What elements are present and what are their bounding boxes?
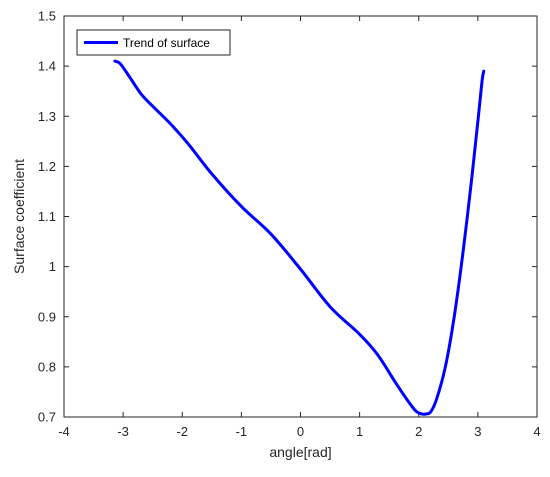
x-tick-label: -4 (58, 424, 70, 439)
tick-labels: -4 -3 -2 -1 0 1 2 3 4 0.7 0.8 0.9 1 1.1 1.2 1.3 1.4 1.5 (38, 9, 541, 440)
x-tick-label: 3 (474, 424, 481, 439)
x-tick-label: -2 (176, 424, 188, 439)
y-tick-label: 1.1 (38, 209, 56, 224)
x-tick-label: -1 (236, 424, 248, 439)
plot-area (63, 15, 538, 418)
x-tick-label: 1 (356, 424, 363, 439)
legend-entry-trend-of-surface: Trend of surface (123, 36, 210, 50)
x-tick-label: 0 (297, 424, 304, 439)
x-tick-label: 2 (415, 424, 422, 439)
y-tick-label: 1.4 (38, 59, 56, 74)
x-axis-label: angle[rad] (269, 444, 331, 460)
y-tick-label: 1.5 (38, 9, 56, 24)
y-tick-label: 0.8 (38, 359, 56, 374)
axis-ticks (63, 15, 538, 418)
x-tick-label: -3 (117, 424, 129, 439)
y-tick-label: 0.9 (38, 309, 56, 324)
y-tick-label: 0.7 (38, 410, 56, 425)
y-tick-label: 1.2 (38, 159, 56, 174)
series-line-trend-of-surface (113, 59, 486, 416)
legend: Trend of surface (76, 29, 231, 56)
y-tick-label: 1 (49, 259, 56, 274)
y-tick-label: 1.3 (38, 109, 56, 124)
x-tick-label: 4 (533, 424, 540, 439)
y-axis-label: Surface coefficient (11, 159, 27, 274)
